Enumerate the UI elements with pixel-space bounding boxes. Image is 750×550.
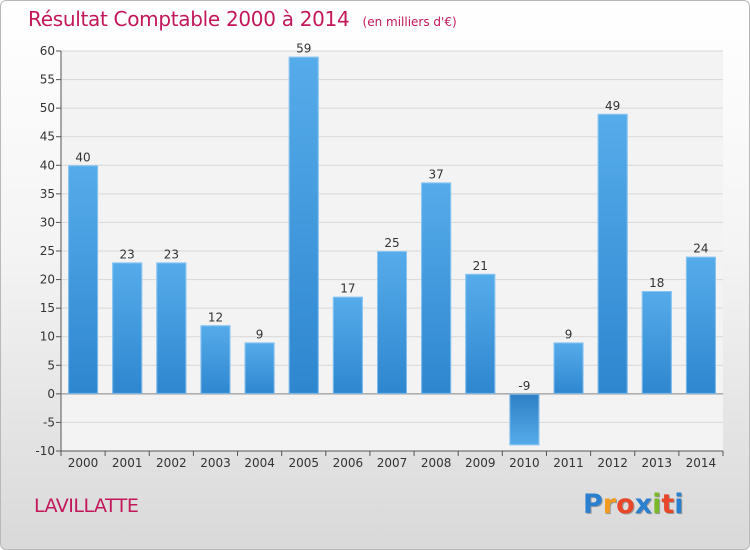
x-tick-label: 2007 bbox=[377, 456, 408, 470]
bar bbox=[244, 342, 275, 394]
bar bbox=[597, 113, 628, 394]
x-tick-label: 2004 bbox=[244, 456, 275, 470]
y-tick-label: 60 bbox=[40, 44, 55, 58]
x-tick-label: 2012 bbox=[597, 456, 628, 470]
bar-highlight bbox=[465, 273, 496, 394]
bar bbox=[377, 251, 407, 394]
x-tick-label: 2001 bbox=[112, 456, 143, 470]
x-tick-label: 2011 bbox=[553, 456, 584, 470]
bar bbox=[641, 291, 672, 394]
bar-highlight bbox=[685, 256, 716, 394]
logo-letter: r bbox=[602, 489, 617, 520]
bar-highlight bbox=[553, 342, 584, 394]
x-tick-label: 2000 bbox=[68, 456, 99, 470]
y-tick-label: -5 bbox=[43, 415, 55, 429]
bar-highlight bbox=[597, 113, 628, 394]
x-tick-label: 2010 bbox=[509, 456, 540, 470]
bar-highlight bbox=[112, 262, 143, 394]
x-tick-label: 2014 bbox=[686, 456, 717, 470]
x-tick-label: 2009 bbox=[465, 456, 496, 470]
y-tick-label: 30 bbox=[40, 215, 55, 229]
bar bbox=[509, 393, 540, 446]
chart-header: Résultat Comptable 2000 à 2014 (en milli… bbox=[28, 7, 457, 31]
bar bbox=[685, 256, 716, 394]
logo-letter: i bbox=[674, 489, 684, 520]
data-labels: 40 23 23 12 9 59 17 25 37 21 -9 9 49 18 24 bbox=[75, 42, 708, 393]
data-label: 12 bbox=[208, 310, 223, 324]
data-label: -9 bbox=[518, 379, 530, 393]
data-label: 23 bbox=[164, 247, 179, 261]
chart-unit-label: (en milliers d'€) bbox=[362, 15, 457, 29]
bar bbox=[332, 296, 363, 394]
x-tick-label: 2003 bbox=[200, 456, 231, 470]
logo-letter: i bbox=[652, 489, 662, 520]
logo-letter: t bbox=[661, 489, 675, 520]
y-tick-label: 45 bbox=[40, 130, 55, 144]
bar-highlight bbox=[377, 251, 407, 394]
data-label: 49 bbox=[605, 99, 620, 113]
y-tick-label: 20 bbox=[40, 273, 55, 287]
y-tick-label: 15 bbox=[40, 301, 55, 315]
bar-highlight bbox=[288, 56, 319, 394]
bar bbox=[553, 342, 584, 394]
bar-highlight bbox=[156, 262, 187, 394]
bars bbox=[68, 56, 716, 446]
bar bbox=[465, 273, 496, 394]
y-tick-label: 25 bbox=[40, 244, 55, 258]
chart-title: Résultat Comptable 2000 à 2014 bbox=[28, 7, 350, 31]
bar-highlight bbox=[244, 342, 275, 394]
y-tick-label: -10 bbox=[35, 444, 55, 458]
bar bbox=[156, 262, 187, 394]
y-tick-label: 35 bbox=[40, 187, 55, 201]
data-label: 21 bbox=[473, 259, 488, 273]
bar-highlight bbox=[332, 296, 363, 394]
bar bbox=[68, 165, 99, 394]
y-tick-label: 40 bbox=[40, 158, 55, 172]
x-tick-label: 2005 bbox=[288, 456, 319, 470]
y-tick-label: 50 bbox=[40, 101, 55, 115]
data-label: 9 bbox=[565, 327, 573, 341]
y-tick-label: 5 bbox=[47, 358, 55, 372]
bar bbox=[112, 262, 143, 394]
logo-letter: o bbox=[616, 489, 635, 520]
data-label: 59 bbox=[296, 42, 311, 56]
bar-highlight bbox=[68, 165, 99, 394]
bar-highlight bbox=[200, 325, 231, 394]
bar bbox=[288, 56, 319, 394]
data-label: 18 bbox=[649, 276, 664, 290]
bar-highlight bbox=[509, 393, 540, 446]
data-label: 40 bbox=[75, 150, 90, 164]
place-name: LAVILLATTE bbox=[34, 495, 139, 517]
y-tick-labels: -10 -5 0 5 10 15 20 25 30 35 40 45 50 55 60 bbox=[35, 44, 55, 458]
logo-letter: x bbox=[634, 489, 653, 520]
y-tick-label: 0 bbox=[47, 387, 55, 401]
data-label: 9 bbox=[256, 327, 264, 341]
x-tick-labels: 2000 2001 2002 2003 2004 2005 2006 2007 2008 2009… bbox=[60, 451, 724, 470]
x-tick-label: 2008 bbox=[421, 456, 452, 470]
data-label: 37 bbox=[428, 167, 443, 181]
bar bbox=[200, 325, 231, 394]
bar-highlight bbox=[641, 291, 672, 394]
y-tick-label: 55 bbox=[40, 73, 55, 87]
data-label: 25 bbox=[384, 236, 399, 250]
data-label: 17 bbox=[340, 282, 355, 296]
data-label: 23 bbox=[120, 247, 135, 261]
x-tick-label: 2006 bbox=[333, 456, 364, 470]
bar-highlight bbox=[421, 182, 452, 394]
bar bbox=[421, 182, 452, 394]
x-tick-label: 2002 bbox=[156, 456, 187, 470]
proxiti-logo: Proxiti bbox=[583, 489, 684, 520]
logo-letter: P bbox=[583, 489, 603, 520]
y-tick-label: 10 bbox=[40, 330, 55, 344]
x-tick-label: 2013 bbox=[642, 456, 673, 470]
data-label: 24 bbox=[693, 242, 708, 256]
